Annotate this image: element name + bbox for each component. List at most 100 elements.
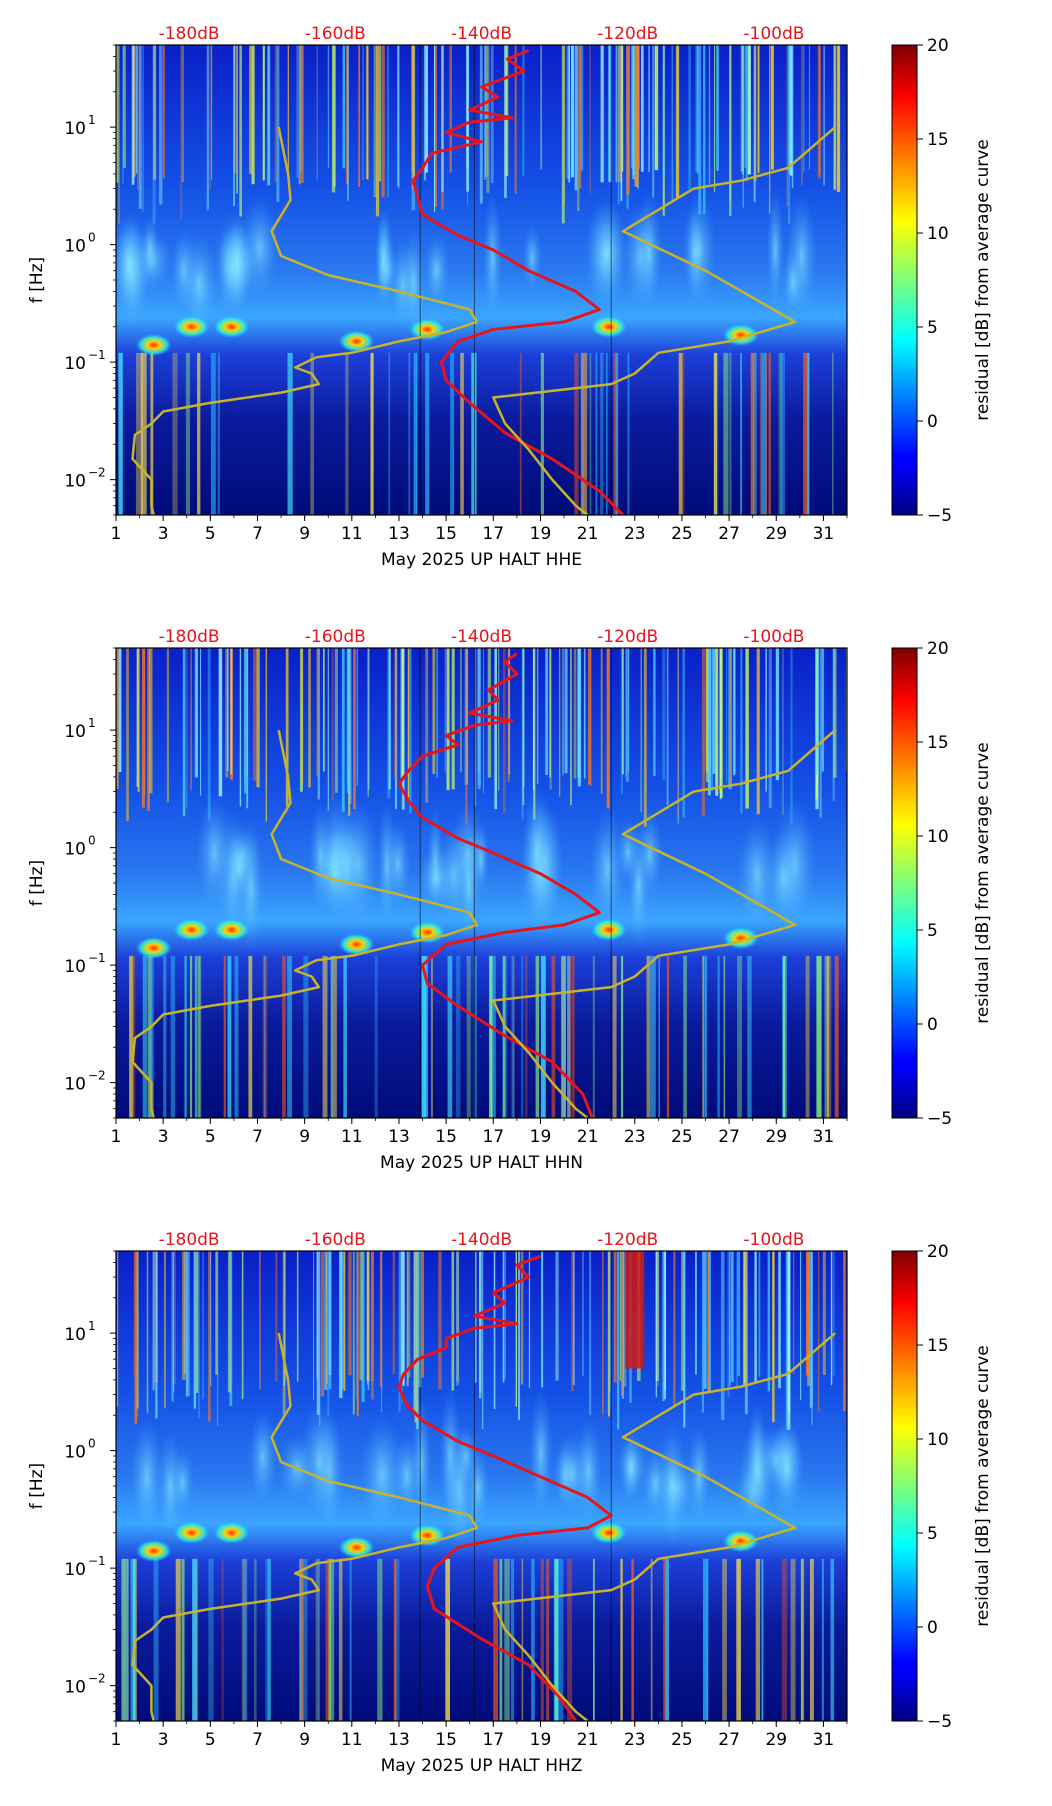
db-scale-label: -160dB (305, 627, 366, 647)
x-tick-label: 27 (718, 1127, 740, 1147)
db-scale-label: -120dB (597, 24, 658, 44)
db-scale-label: -100dB (743, 24, 804, 44)
microseism-plume (423, 232, 451, 309)
x-tick-label: 7 (252, 1127, 263, 1147)
x-tick-label: 13 (388, 524, 410, 544)
y-tick-label: 10 (64, 1075, 86, 1095)
spectrogram-plot-area (116, 648, 847, 1118)
colorbar-tick-label: −5 (927, 1712, 952, 1732)
x-tick-label: 9 (299, 1127, 310, 1147)
x-tick-label: 3 (158, 524, 169, 544)
colorbar-tick-label: 0 (927, 1618, 938, 1638)
x-axis-label: May 2025 UP HALT HHE (381, 550, 582, 570)
y-tick-exponent: −2 (88, 466, 106, 480)
x-tick-label: 23 (624, 524, 646, 544)
y-tick-label: 10 (64, 1325, 86, 1345)
x-tick-label: 7 (252, 1730, 263, 1750)
y-tick-base: 10 (64, 237, 86, 257)
colorbar-tick-label: 20 (927, 36, 949, 56)
x-tick-label: 21 (577, 1127, 599, 1147)
microseism-plume (411, 1397, 432, 1527)
microseism-plume (195, 794, 234, 912)
y-tick-exponent: −2 (88, 1069, 106, 1083)
colorbar-tick-label: 10 (927, 1430, 949, 1450)
x-axis-label: May 2025 UP HALT HHN (380, 1153, 583, 1173)
microseism-plume (401, 226, 426, 340)
microseism-plume (130, 1416, 164, 1538)
microseism-plume (616, 818, 640, 887)
microseism-plume (360, 1414, 405, 1536)
y-tick-base: 10 (64, 1325, 86, 1345)
y-axis-label: f [Hz] (27, 860, 47, 906)
x-tick-label: 11 (341, 524, 363, 544)
microseism-plume (116, 216, 145, 308)
microseism-peak (338, 933, 375, 956)
y-tick-base: 10 (64, 1075, 86, 1095)
microseism-plume (636, 810, 663, 899)
x-tick-label: 1 (111, 1730, 122, 1750)
x-tick-label: 13 (388, 1730, 410, 1750)
average-psd-curve (397, 1254, 613, 1721)
y-tick-label: 10 (64, 722, 86, 742)
db-scale-label: -100dB (743, 627, 804, 647)
average-psd-curve (411, 49, 625, 515)
y-tick-base: 10 (64, 1443, 86, 1463)
x-tick-label: 5 (205, 1127, 216, 1147)
x-tick-label: 3 (158, 1730, 169, 1750)
y-tick-exponent: −1 (88, 1554, 106, 1568)
microseism-plume (587, 201, 628, 305)
y-tick-exponent: −1 (88, 348, 106, 362)
hf-burst (625, 1251, 645, 1369)
y-tick-label: 10 (64, 237, 86, 257)
y-tick-label: 10 (64, 354, 86, 374)
colorbar-tick-label: 0 (927, 1015, 938, 1035)
x-tick-label: 31 (813, 1730, 835, 1750)
colorbar-tick-label: 0 (927, 412, 938, 432)
colorbar-tick-label: 10 (927, 224, 949, 244)
microseism-peak (590, 918, 627, 941)
microseism-plume (226, 211, 249, 315)
colorbar-tick-label: 5 (927, 318, 938, 338)
x-tick-label: 5 (205, 1730, 216, 1750)
x-tick-label: 5 (205, 524, 216, 544)
y-tick-base: 10 (64, 472, 86, 492)
x-tick-label: 15 (435, 524, 457, 544)
x-tick-label: 29 (765, 524, 787, 544)
microseism-plume (736, 816, 778, 934)
spectrogram-plot-area (116, 45, 847, 515)
y-tick-exponent: 1 (88, 716, 96, 730)
x-axis-label: May 2025 UP HALT HHZ (381, 1756, 583, 1776)
y-axis-label: f [Hz] (27, 1463, 47, 1509)
db-scale-label: -120dB (597, 1230, 658, 1250)
colorbar-label: residual [dB] from average curve (973, 1345, 993, 1626)
x-tick-label: 29 (765, 1127, 787, 1147)
microseism-plume (635, 191, 663, 313)
y-tick-label: 10 (64, 840, 86, 860)
x-tick-label: 21 (577, 1730, 599, 1750)
microseism-plume (781, 245, 805, 319)
x-tick-label: 11 (341, 1127, 363, 1147)
colorbar-label: residual [dB] from average curve (973, 139, 993, 420)
x-tick-label: 1 (111, 1127, 122, 1147)
microseism-plume (417, 844, 455, 912)
y-tick-base: 10 (64, 840, 86, 860)
db-scale-label: -160dB (305, 1230, 366, 1250)
microseism-plume (482, 191, 503, 326)
x-tick-label: 31 (813, 524, 835, 544)
y-tick-label: 10 (64, 1443, 86, 1463)
x-tick-label: 23 (624, 1127, 646, 1147)
x-tick-label: 21 (577, 524, 599, 544)
colorbar-tick-label: −5 (927, 1109, 952, 1129)
y-tick-exponent: 0 (88, 231, 96, 245)
colorbar-tick-label: 20 (927, 639, 949, 659)
microseism-plume (157, 1430, 183, 1543)
db-scale-label: -160dB (305, 24, 366, 44)
x-tick-label: 13 (388, 1127, 410, 1147)
db-scale-label: -180dB (159, 24, 220, 44)
y-tick-base: 10 (64, 1560, 86, 1580)
microseism-plume (441, 1422, 477, 1555)
x-tick-label: 31 (813, 1127, 835, 1147)
